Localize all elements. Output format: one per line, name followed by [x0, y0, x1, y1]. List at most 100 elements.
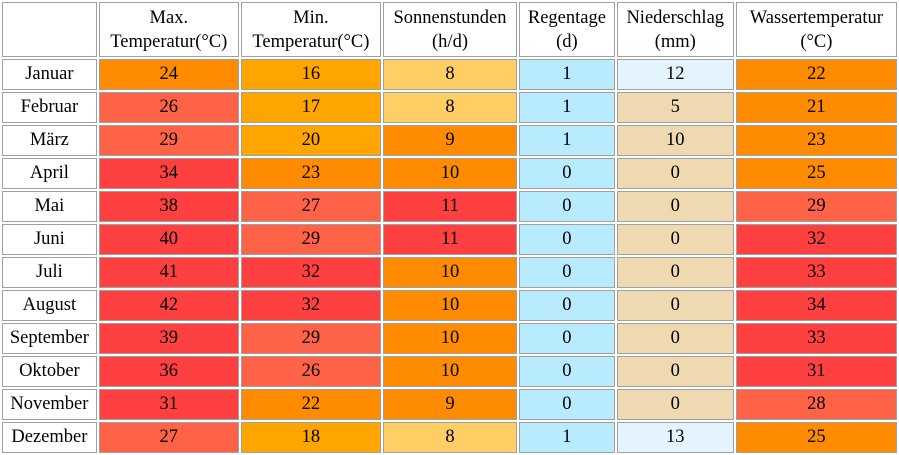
header-water-temp-line1: Wassertemperatur	[749, 7, 883, 28]
water-temp-cell: 31	[735, 356, 897, 387]
precipitation-cell: 10	[616, 125, 734, 156]
sun-hours-cell: 10	[382, 356, 518, 387]
month-cell: September	[2, 323, 97, 354]
precipitation-cell: 0	[616, 323, 734, 354]
rain-days-cell: 0	[519, 290, 615, 321]
sun-hours-cell: 10	[382, 158, 518, 189]
max-temp-cell: 39	[98, 323, 239, 354]
max-temp-cell: 27	[98, 422, 239, 453]
header-max-temp-line2: Temperatur(°C)	[110, 31, 228, 52]
table-row: August 42 32 10 0 0 34	[2, 290, 897, 321]
max-temp-cell: 42	[98, 290, 239, 321]
max-temp-cell: 24	[98, 59, 239, 90]
header-corner-cell	[2, 2, 97, 57]
month-cell: August	[2, 290, 97, 321]
min-temp-cell: 26	[240, 356, 381, 387]
precipitation-cell: 0	[616, 290, 734, 321]
sun-hours-cell: 11	[382, 191, 518, 222]
min-temp-cell: 18	[240, 422, 381, 453]
precipitation-cell: 0	[616, 389, 734, 420]
header-min-temp-line2: Temperatur(°C)	[252, 31, 370, 52]
rain-days-cell: 1	[519, 125, 615, 156]
sun-hours-cell: 10	[382, 257, 518, 288]
month-cell: Juli	[2, 257, 97, 288]
rain-days-cell: 0	[519, 257, 615, 288]
table-row: Juni 40 29 11 0 0 32	[2, 224, 897, 255]
water-temp-cell: 23	[735, 125, 897, 156]
precipitation-cell: 0	[616, 158, 734, 189]
rain-days-cell: 0	[519, 191, 615, 222]
max-temp-cell: 36	[98, 356, 239, 387]
header-row: Max. Temperatur(°C) Min. Temperatur(°C) So…	[2, 2, 897, 57]
month-cell: November	[2, 389, 97, 420]
table-row: September 39 29 10 0 0 33	[2, 323, 897, 354]
max-temp-cell: 31	[98, 389, 239, 420]
precipitation-cell: 0	[616, 191, 734, 222]
water-temp-cell: 29	[735, 191, 897, 222]
header-max-temp-line1: Max.	[149, 7, 189, 28]
table-row: Februar 26 17 8 1 5 21	[2, 92, 897, 123]
water-temp-cell: 28	[735, 389, 897, 420]
month-cell: Oktober	[2, 356, 97, 387]
precipitation-cell: 0	[616, 224, 734, 255]
table-row: November 31 22 9 0 0 28	[2, 389, 897, 420]
sun-hours-cell: 8	[382, 59, 518, 90]
water-temp-cell: 33	[735, 257, 897, 288]
max-temp-cell: 40	[98, 224, 239, 255]
header-min-temp-line1: Min.	[293, 7, 329, 28]
rain-days-cell: 1	[519, 422, 615, 453]
table-row: April 34 23 10 0 0 25	[2, 158, 897, 189]
rain-days-cell: 0	[519, 389, 615, 420]
table-row: März 29 20 9 1 10 23	[2, 125, 897, 156]
water-temp-cell: 21	[735, 92, 897, 123]
water-temp-cell: 32	[735, 224, 897, 255]
sun-hours-cell: 10	[382, 290, 518, 321]
month-cell: Januar	[2, 59, 97, 90]
min-temp-cell: 29	[240, 323, 381, 354]
max-temp-cell: 38	[98, 191, 239, 222]
min-temp-cell: 23	[240, 158, 381, 189]
sun-hours-cell: 8	[382, 92, 518, 123]
water-temp-cell: 33	[735, 323, 897, 354]
table-row: Mai 38 27 11 0 0 29	[2, 191, 897, 222]
precipitation-cell: 0	[616, 356, 734, 387]
table-body: Januar 24 16 8 1 12 22 Februar 26 17 8 1…	[2, 59, 897, 453]
header-precipitation-line2: (mm)	[654, 31, 696, 52]
header-water-temp-line2: (°C)	[800, 31, 833, 52]
sun-hours-cell: 8	[382, 422, 518, 453]
min-temp-cell: 32	[240, 290, 381, 321]
header-sun-hours-line2: (h/d)	[432, 31, 468, 52]
header-max-temp: Max. Temperatur(°C)	[98, 2, 239, 57]
min-temp-cell: 17	[240, 92, 381, 123]
month-cell: Juni	[2, 224, 97, 255]
month-cell: Mai	[2, 191, 97, 222]
sun-hours-cell: 10	[382, 323, 518, 354]
header-sun-hours: Sonnenstunden (h/d)	[382, 2, 518, 57]
table-row: Januar 24 16 8 1 12 22	[2, 59, 897, 90]
table-row: Dezember 27 18 8 1 13 25	[2, 422, 897, 453]
rain-days-cell: 0	[519, 224, 615, 255]
month-cell: April	[2, 158, 97, 189]
min-temp-cell: 20	[240, 125, 381, 156]
header-rain-days-line1: Regentage	[527, 7, 606, 28]
month-cell: Februar	[2, 92, 97, 123]
min-temp-cell: 27	[240, 191, 381, 222]
rain-days-cell: 1	[519, 92, 615, 123]
precipitation-cell: 0	[616, 257, 734, 288]
min-temp-cell: 22	[240, 389, 381, 420]
table-row: Oktober 36 26 10 0 0 31	[2, 356, 897, 387]
max-temp-cell: 41	[98, 257, 239, 288]
table-header: Max. Temperatur(°C) Min. Temperatur(°C) So…	[2, 2, 897, 57]
sun-hours-cell: 11	[382, 224, 518, 255]
min-temp-cell: 29	[240, 224, 381, 255]
water-temp-cell: 25	[735, 422, 897, 453]
rain-days-cell: 0	[519, 323, 615, 354]
max-temp-cell: 26	[98, 92, 239, 123]
precipitation-cell: 5	[616, 92, 734, 123]
header-precipitation-line1: Niederschlag	[626, 7, 725, 28]
max-temp-cell: 34	[98, 158, 239, 189]
rain-days-cell: 1	[519, 59, 615, 90]
header-sun-hours-line1: Sonnenstunden	[393, 7, 507, 28]
water-temp-cell: 22	[735, 59, 897, 90]
